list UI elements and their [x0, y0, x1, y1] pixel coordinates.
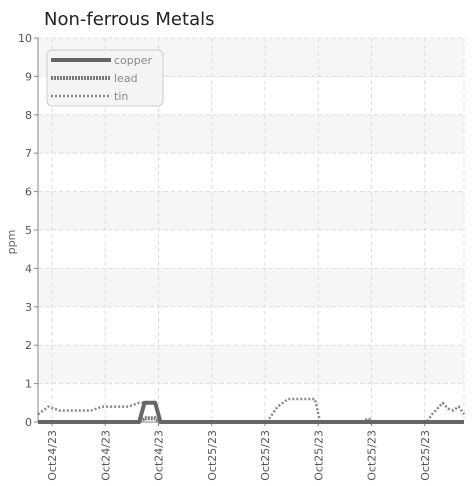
legend-label-copper: copper [114, 54, 153, 67]
legend-label-tin: tin [114, 90, 128, 103]
x-tick-label: Oct25/23 [312, 430, 325, 481]
y-tick-label: 0 [25, 416, 32, 429]
y-tick-label: 8 [25, 109, 32, 122]
chart-title: Non-ferrous Metals [44, 9, 214, 30]
x-tick-label: Oct24/23 [46, 430, 59, 481]
y-axis-ticks: 0 1 2 3 4 5 6 7 8 9 10 [18, 32, 38, 429]
x-tick-label: Oct24/23 [99, 430, 112, 481]
y-tick-label: 7 [25, 147, 32, 160]
legend-label-lead: lead [114, 72, 138, 85]
y-tick-label: 4 [25, 262, 32, 275]
grid-band [38, 268, 464, 307]
x-tick-label: Oct25/23 [366, 430, 379, 481]
legend: copper lead tin [46, 49, 164, 107]
x-tick-label: Oct25/23 [206, 430, 219, 481]
grid-band [38, 153, 464, 192]
y-tick-label: 9 [25, 70, 32, 83]
x-tick-label: Oct25/23 [419, 430, 432, 481]
y-axis-label: ppm [5, 230, 18, 255]
y-tick-label: 1 [25, 378, 32, 391]
grid-band [38, 114, 464, 154]
grid-band [38, 191, 464, 230]
y-tick-label: 5 [25, 224, 32, 237]
y-tick-label: 10 [18, 32, 32, 45]
series-lines [37, 397, 466, 424]
grid-band [38, 383, 464, 422]
x-tick-label: Oct24/23 [153, 430, 166, 481]
grid-band [38, 230, 464, 269]
grid-band [38, 345, 464, 384]
x-tick-label: Oct25/23 [259, 430, 272, 481]
x-axis-ticks: Oct24/23 Oct24/23 Oct24/23 Oct25/23 Oct25/23… [46, 422, 432, 481]
y-tick-label: 3 [25, 301, 32, 314]
y-tick-label: 6 [25, 186, 32, 199]
grid-band [38, 306, 464, 346]
series-line-copper [38, 400, 464, 424]
y-tick-label: 2 [25, 339, 32, 352]
